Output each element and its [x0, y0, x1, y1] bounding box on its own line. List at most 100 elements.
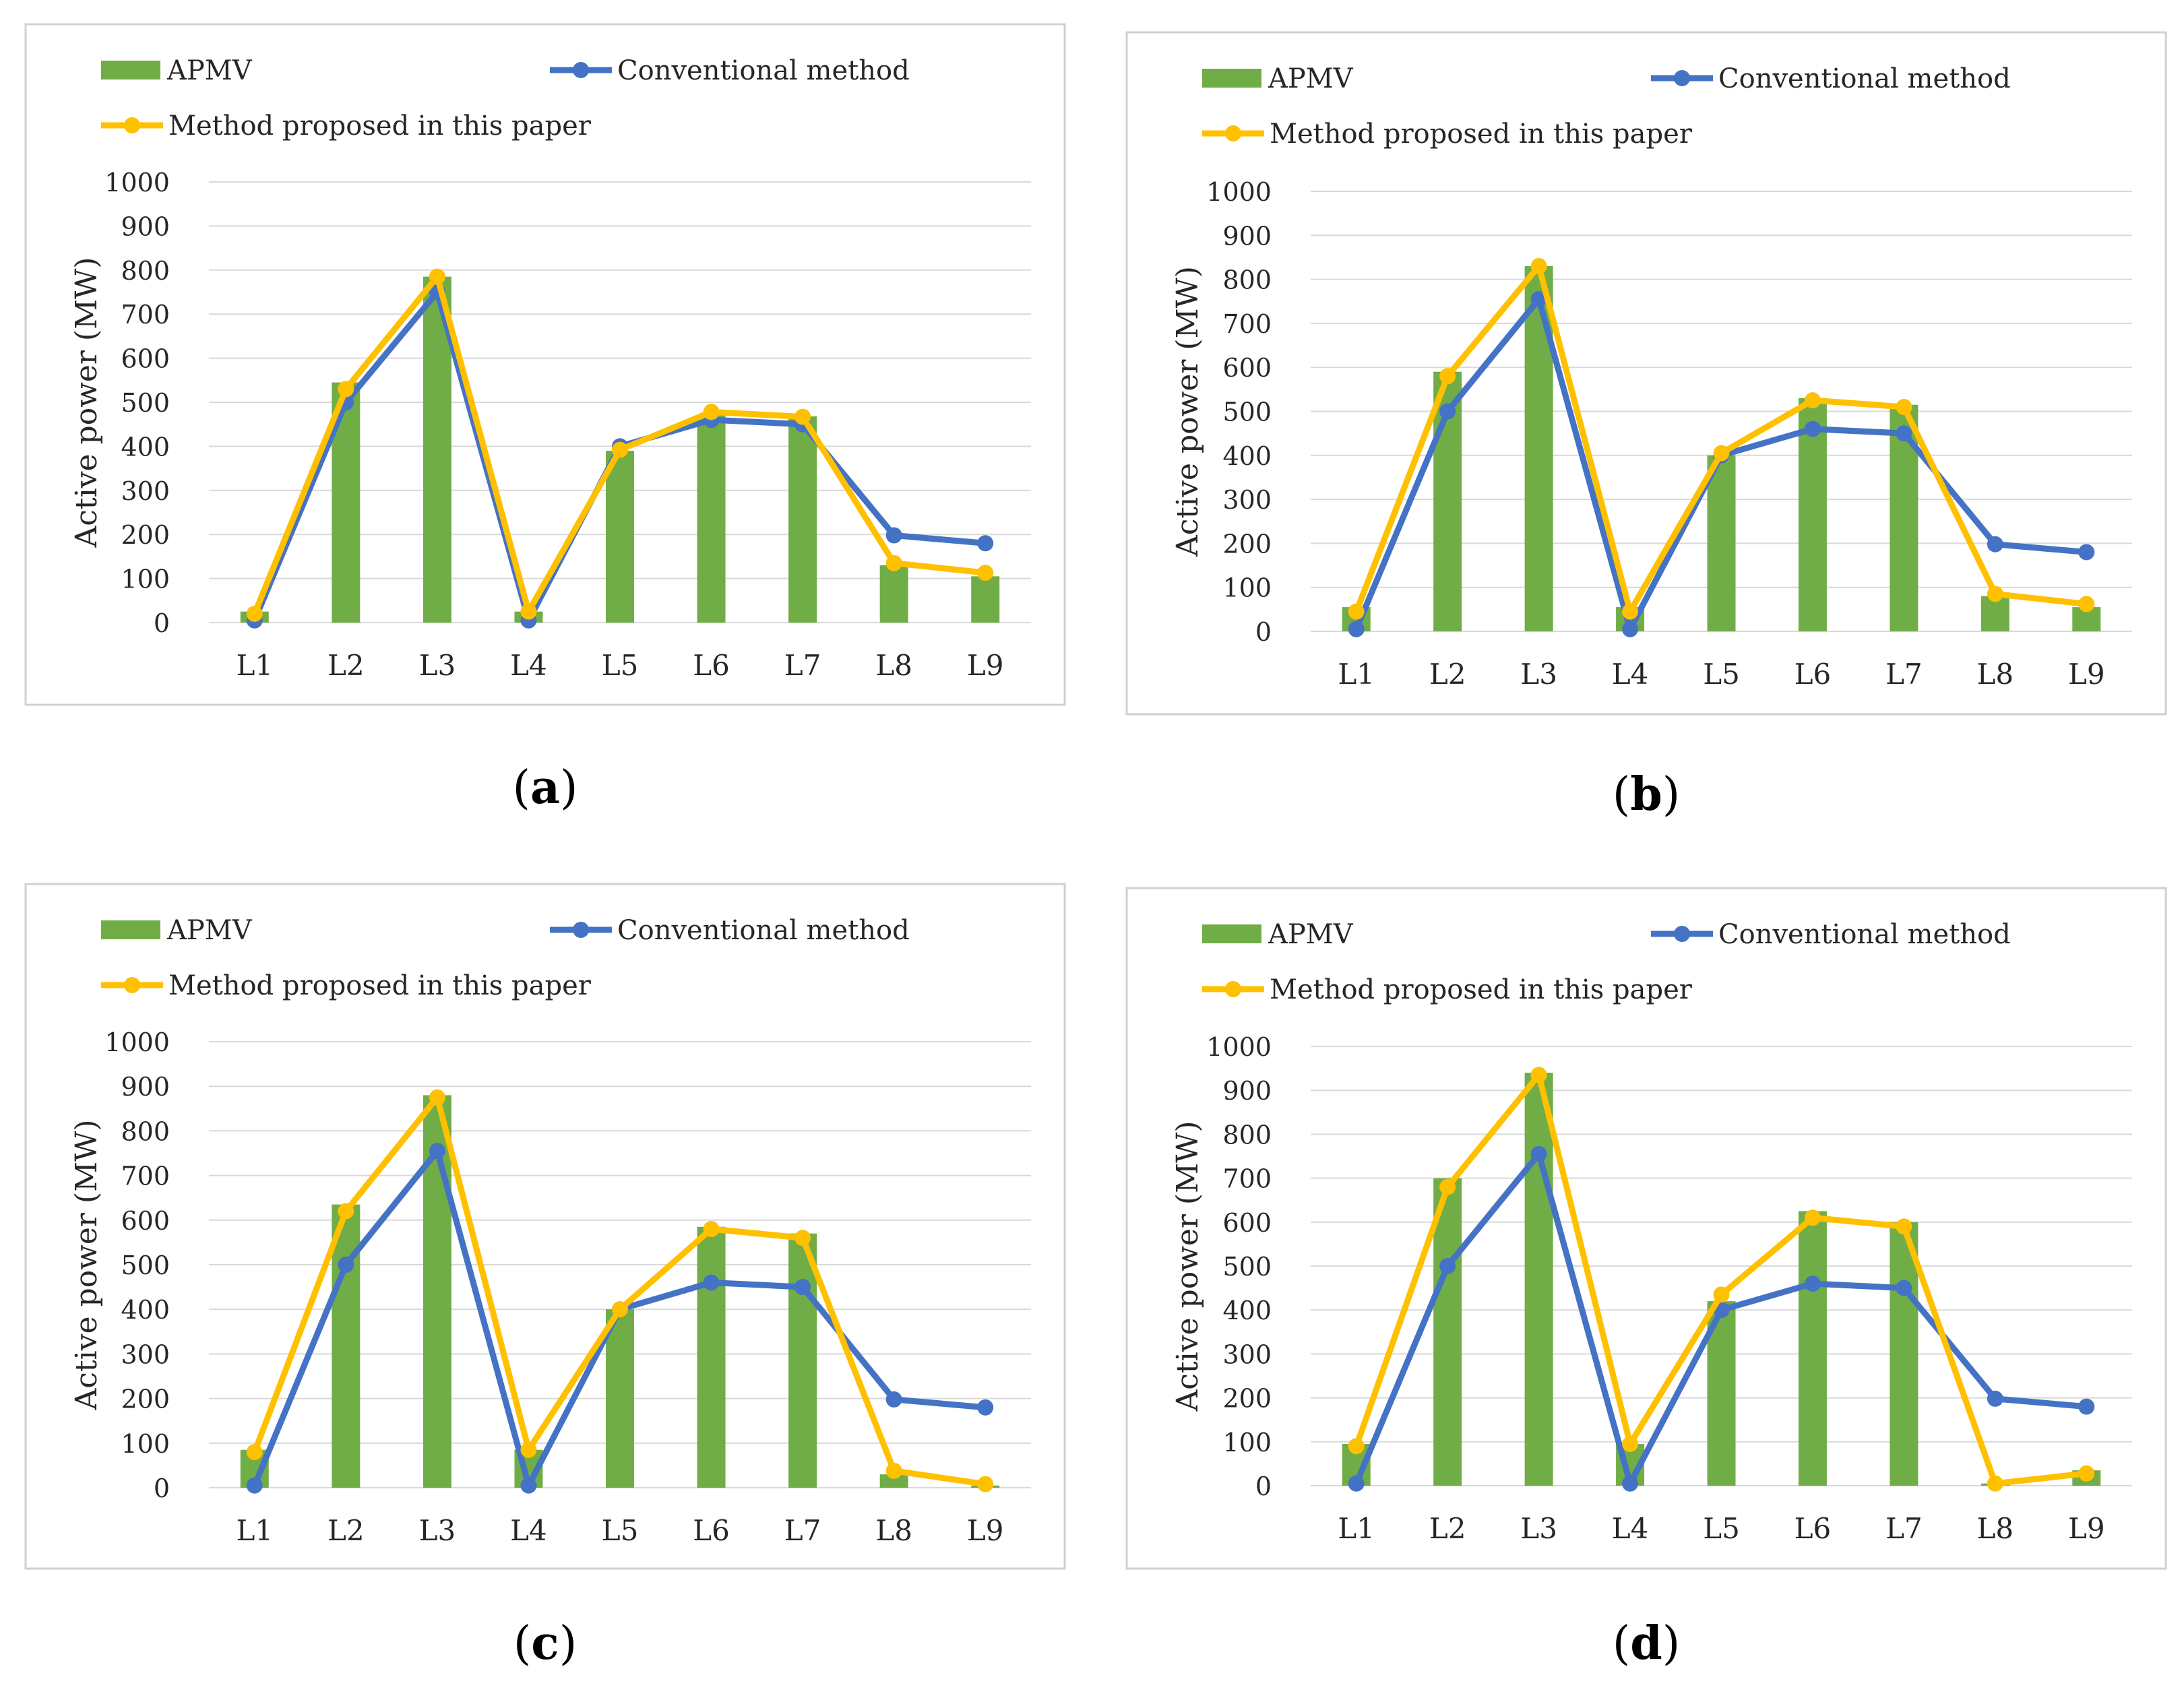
chart-panel-a: 0 100 200 300 400 500 600 700 800 900 1000 Active p…	[24, 23, 1066, 815]
point-proposed-L7	[1896, 1218, 1912, 1235]
x-tick-label: L9	[2068, 658, 2105, 691]
point-conventional-L3	[429, 1143, 445, 1160]
point-proposed-L1	[1348, 1438, 1365, 1455]
y-tick-label: 800	[121, 1116, 170, 1146]
point-proposed-L5	[612, 1301, 628, 1318]
y-tick-label: 400	[121, 1295, 170, 1325]
y-tick-label: 200	[1222, 1384, 1272, 1414]
y-tick-label: 500	[1222, 1252, 1272, 1282]
point-conventional-L8	[885, 1391, 902, 1408]
bar-apmv-L6	[697, 415, 726, 623]
bar-apmv-L7	[788, 1233, 817, 1488]
y-tick-label: 900	[121, 1072, 170, 1102]
point-conventional-L3	[1530, 1145, 1547, 1162]
point-proposed-L8	[885, 555, 902, 571]
bar-apmv-L5	[606, 1309, 634, 1488]
y-tick-label: 500	[1222, 398, 1272, 427]
y-tick-label: 100	[1222, 1428, 1272, 1457]
point-proposed-L8	[1987, 586, 2003, 602]
legend-label-conventional: Conventional method	[1718, 63, 2011, 94]
y-tick-label: 600	[121, 1206, 170, 1236]
point-conventional-L7	[1896, 425, 1912, 442]
y-tick-label: 500	[121, 1251, 170, 1280]
legend-label-conventional: Conventional method	[617, 55, 910, 86]
y-tick-label: 0	[1255, 617, 1272, 647]
y-tick-label: 100	[121, 1429, 170, 1459]
y-tick-label: 0	[154, 1474, 170, 1503]
point-proposed-L3	[1530, 258, 1547, 275]
point-conventional-L6	[1804, 1275, 1821, 1292]
panel-caption: (b)	[1613, 767, 1681, 821]
x-tick-label: L6	[693, 649, 730, 682]
x-tick-label: L6	[1795, 658, 1832, 691]
y-tick-label: 1000	[1206, 1032, 1272, 1062]
x-tick-label: L8	[1977, 658, 2014, 691]
bar-apmv-L2	[332, 1204, 361, 1488]
point-proposed-L1	[1348, 603, 1365, 620]
x-tick-label: L6	[1795, 1512, 1832, 1545]
bar-apmv-L8	[879, 1474, 908, 1488]
point-conventional-L9	[977, 535, 994, 552]
point-proposed-L9	[2078, 1465, 2095, 1482]
x-tick-label: L5	[602, 1514, 639, 1547]
y-tick-label: 300	[121, 476, 170, 506]
point-proposed-L4	[1622, 1436, 1639, 1453]
panel-caption: (d)	[1613, 1616, 1681, 1670]
y-tick-label: 0	[1255, 1472, 1272, 1501]
point-proposed-L5	[1713, 445, 1730, 462]
point-conventional-L3	[1530, 290, 1547, 307]
point-proposed-L5	[612, 441, 628, 458]
panel-caption: (c)	[513, 1616, 577, 1670]
point-proposed-L6	[703, 1221, 720, 1238]
bar-apmv-L3	[1524, 266, 1553, 631]
chart-frame	[1125, 887, 2167, 1570]
point-proposed-L7	[794, 408, 811, 425]
bar-apmv-L9	[971, 576, 1000, 623]
point-proposed-L4	[1622, 603, 1639, 620]
bar-apmv-L7	[1890, 1222, 1918, 1486]
x-tick-label: L1	[236, 1514, 273, 1547]
y-tick-label: 800	[1222, 265, 1272, 295]
y-tick-label: 500	[121, 388, 170, 418]
y-tick-label: 300	[121, 1339, 170, 1369]
point-conventional-L2	[338, 1257, 354, 1273]
x-tick-label: L1	[1338, 658, 1375, 691]
point-proposed-L2	[1439, 1178, 1456, 1195]
legend-label-apmv: APMV	[1268, 63, 1354, 94]
x-tick-label: L3	[1520, 1512, 1557, 1545]
panel-caption-letter: c	[531, 1616, 559, 1670]
legend-swatch-apmv	[1202, 924, 1261, 943]
y-axis-label: Active power (MW)	[1171, 266, 1205, 557]
bar-apmv-L5	[1707, 455, 1736, 631]
point-conventional-L6	[1804, 420, 1821, 437]
legend-label-proposed: Method proposed in this paper	[168, 111, 592, 141]
point-conventional-L9	[2078, 1398, 2095, 1415]
bar-apmv-L7	[788, 416, 817, 623]
x-tick-label: L1	[236, 649, 273, 682]
y-tick-label: 700	[1222, 309, 1272, 339]
x-tick-label: L5	[1703, 1512, 1740, 1545]
point-conventional-L7	[794, 1279, 811, 1296]
point-proposed-L3	[429, 268, 445, 285]
legend-marker-conventional	[573, 922, 589, 938]
legend-label-conventional: Conventional method	[1718, 919, 2011, 950]
legend-label-apmv: APMV	[166, 55, 253, 86]
y-tick-label: 200	[121, 1385, 170, 1414]
x-tick-label: L8	[875, 649, 912, 682]
x-tick-label: L6	[693, 1514, 730, 1547]
legend-marker-conventional	[573, 62, 589, 78]
bar-apmv-L6	[697, 1226, 726, 1488]
bar-apmv-L3	[1524, 1073, 1553, 1486]
legend-swatch-apmv	[101, 920, 160, 939]
y-tick-label: 800	[1222, 1120, 1272, 1149]
panel-caption-letter: b	[1630, 767, 1662, 821]
point-proposed-L3	[1530, 1067, 1547, 1083]
point-conventional-L2	[1439, 403, 1456, 420]
x-tick-label: L4	[1612, 1512, 1649, 1545]
y-tick-label: 100	[1222, 573, 1272, 603]
legend-label-proposed: Method proposed in this paper	[1270, 974, 1693, 1005]
point-proposed-L7	[794, 1230, 811, 1247]
bar-apmv-L5	[606, 450, 634, 623]
x-tick-label: L1	[1338, 1512, 1375, 1545]
y-tick-label: 900	[1222, 221, 1272, 251]
